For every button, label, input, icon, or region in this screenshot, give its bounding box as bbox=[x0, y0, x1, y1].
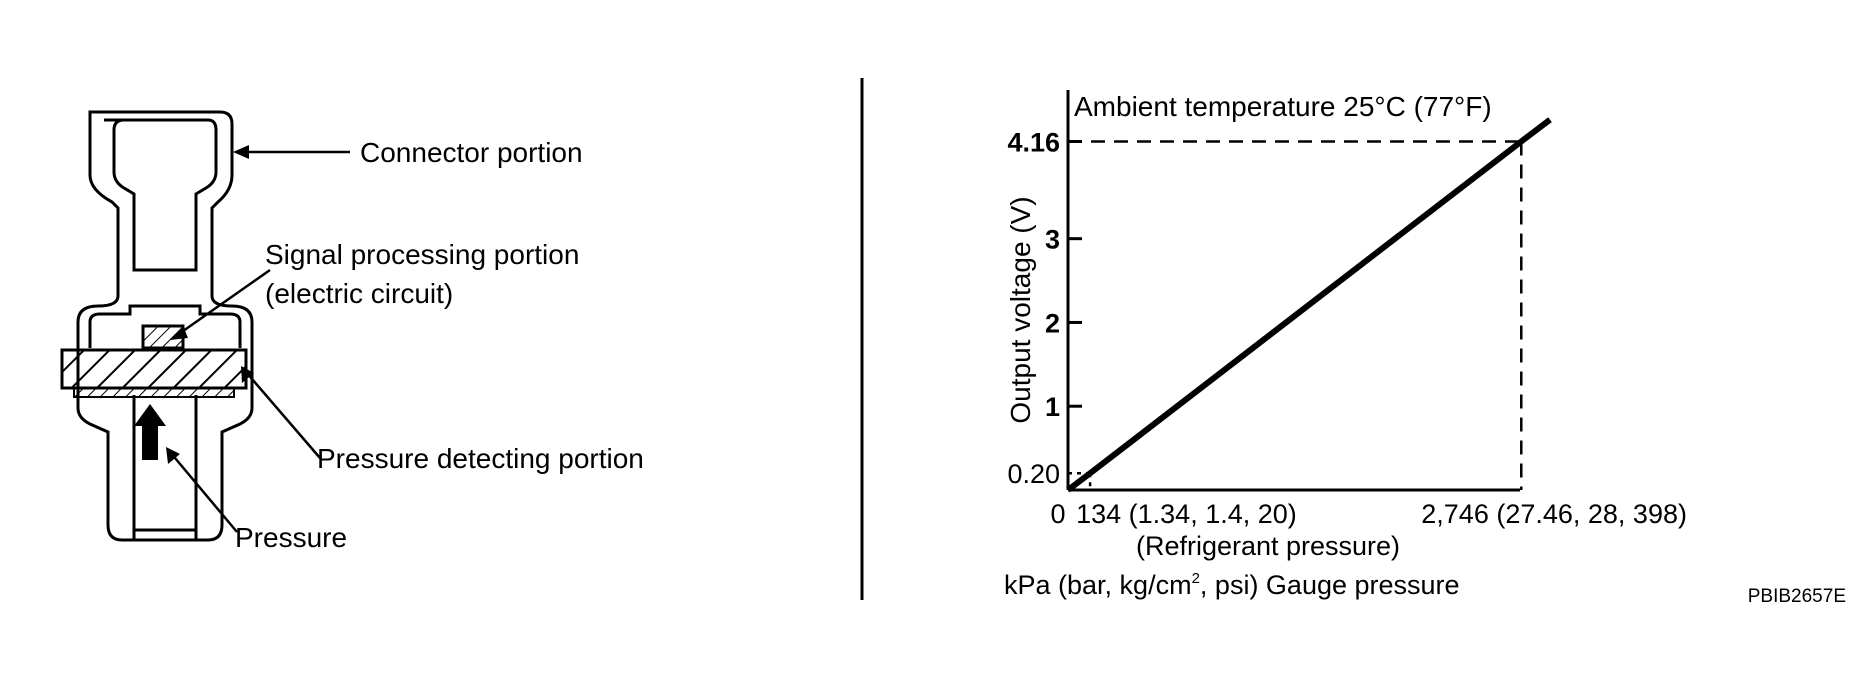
y-ticks: 0.20 1 2 3 4.16 bbox=[1007, 127, 1082, 489]
pressure-detecting-arrowhead bbox=[241, 366, 254, 383]
pressure-label: Pressure bbox=[235, 522, 347, 553]
y-tick-label: 4.16 bbox=[1007, 127, 1060, 157]
y-tick-label: 0.20 bbox=[1007, 459, 1060, 489]
signal-leader bbox=[175, 268, 271, 338]
leader-arrowheads bbox=[166, 145, 254, 464]
pressure-arrowhead bbox=[166, 447, 180, 464]
figure-id: PBIB2657E bbox=[1748, 586, 1846, 607]
output-voltage-chart: 0.20 1 2 3 4.16 0 134 (1.34, 1.4, 20) 2,746 (2… bbox=[1004, 90, 1687, 600]
output-voltage-line bbox=[1066, 117, 1552, 493]
connector-arrowhead bbox=[233, 145, 249, 159]
pressure-detecting-base bbox=[73, 387, 235, 398]
pressure-detecting-plate bbox=[60, 348, 248, 390]
x-tick-label: 0 bbox=[1050, 499, 1065, 529]
sensor-outer-body bbox=[76, 110, 254, 542]
x-tick-label: 134 (1.34, 1.4, 20) bbox=[1076, 499, 1297, 529]
chart-title: Ambient temperature 25°C (77°F) bbox=[1074, 91, 1492, 122]
pressure-arrow-icon bbox=[134, 404, 166, 460]
pressure-leader bbox=[169, 451, 238, 533]
x-tick-label: 2,746 (27.46, 28, 398) bbox=[1421, 499, 1687, 529]
connector-inner bbox=[104, 118, 218, 272]
pressure-detecting-leader bbox=[245, 371, 321, 459]
y-tick-label: 3 bbox=[1045, 225, 1060, 255]
leader-lines bbox=[169, 150, 350, 533]
connector-portion-label: Connector portion bbox=[360, 137, 583, 168]
chamber-inner bbox=[88, 304, 242, 348]
x-axis-label: (Refrigerant pressure) bbox=[1136, 531, 1400, 561]
series bbox=[1066, 117, 1552, 493]
y-tick-label: 2 bbox=[1045, 308, 1060, 338]
y-axis-label: Output voltage (V) bbox=[1005, 196, 1036, 423]
signal-processing-label: Signal processing portion bbox=[265, 239, 579, 270]
x-ticks: 0 134 (1.34, 1.4, 20) 2,746 (27.46, 28, 39… bbox=[1050, 499, 1686, 529]
signal-arrowhead bbox=[170, 326, 188, 340]
pressure-sensor-diagram bbox=[76, 110, 254, 542]
x-axis-units-label: kPa (bar, kg/cm2, psi) Gauge pressure bbox=[1004, 570, 1460, 600]
pressure-detecting-label: Pressure detecting portion bbox=[317, 443, 644, 474]
electric-circuit-label: (electric circuit) bbox=[265, 278, 453, 309]
y-tick-label: 1 bbox=[1045, 392, 1060, 422]
